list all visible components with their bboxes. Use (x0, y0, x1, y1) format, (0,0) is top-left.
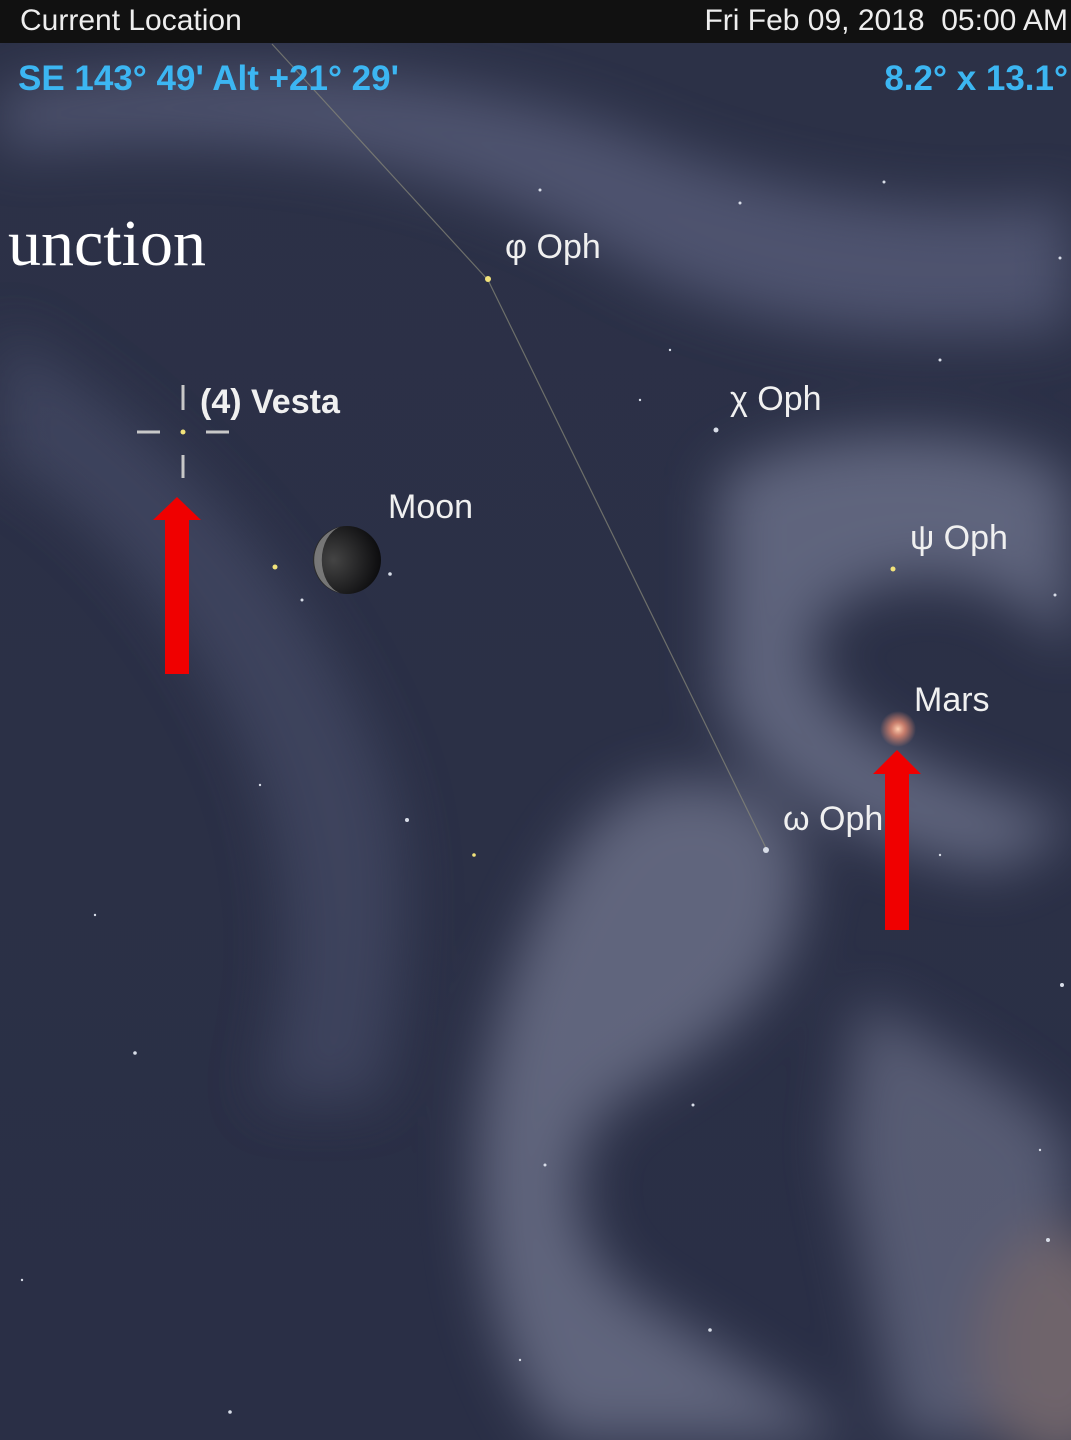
moon-label: Moon (388, 488, 473, 526)
arrow-head (873, 750, 921, 774)
star (668, 348, 672, 352)
star (133, 1051, 137, 1055)
star (518, 1358, 522, 1362)
milky-way (0, 70, 1071, 1440)
star (1060, 983, 1064, 987)
star (1038, 1148, 1042, 1152)
overlay-text: unction (8, 207, 206, 280)
location: Current Location (20, 4, 242, 37)
field-of-view: 8.2° x 13.1° (884, 59, 1068, 98)
arrow-head (153, 497, 201, 520)
vesta-marker (137, 385, 229, 478)
star-label: φ Oph (505, 228, 601, 266)
star (388, 572, 392, 576)
star (738, 201, 742, 205)
labels: φ Oph (4) Vesta χ Oph Moon ψ Oph Mars ω … (200, 228, 1008, 838)
star (538, 188, 542, 192)
star-label: ω Oph (783, 800, 883, 838)
star (93, 913, 97, 917)
star (1046, 1238, 1050, 1242)
mars (880, 711, 916, 747)
datetime: Fri Feb 09, 2018 05:00 AM (704, 4, 1068, 37)
moon-crescent (314, 527, 340, 593)
planet-label: Mars (914, 681, 990, 719)
vesta (180, 429, 186, 435)
ecliptic (487, 279, 767, 849)
star (708, 1328, 712, 1332)
star (938, 853, 942, 857)
star (228, 1410, 232, 1414)
star (405, 818, 409, 822)
star (258, 783, 262, 787)
status-bar (0, 0, 1071, 43)
star (638, 398, 642, 402)
star (20, 1278, 24, 1282)
asteroid-label: (4) Vesta (200, 383, 341, 421)
star (543, 1163, 547, 1167)
star (485, 276, 491, 282)
star (1058, 256, 1062, 260)
arrows (153, 497, 921, 930)
pointing: SE 143° 49' Alt +21° 29' (18, 59, 399, 98)
ecliptic (271, 43, 489, 281)
star (691, 1103, 695, 1107)
star-label: χ Oph (730, 380, 822, 418)
star (890, 566, 896, 572)
star (472, 853, 476, 857)
star (713, 427, 719, 433)
moon (313, 526, 381, 594)
star (882, 180, 886, 184)
star (272, 564, 278, 570)
star (763, 847, 769, 853)
star (938, 358, 942, 362)
star (300, 598, 304, 602)
star-label: ψ Oph (910, 519, 1008, 557)
arrow-shaft (165, 518, 189, 674)
arrow-shaft (885, 772, 909, 930)
star (1053, 593, 1057, 597)
stars (20, 180, 1064, 1414)
